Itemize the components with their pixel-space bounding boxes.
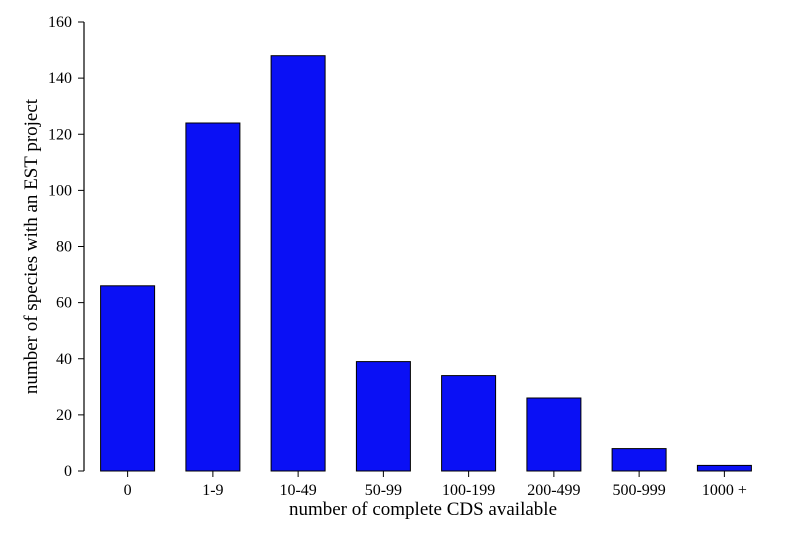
bar-100-199 — [441, 375, 497, 472]
x-tick-label: 100-199 — [442, 482, 495, 499]
y-tick-label: 100 — [48, 182, 72, 199]
y-axis-title: number of species with an EST project — [21, 98, 42, 394]
x-axis: 0 1-9 10-49 50-99 100-199 200-499 500-999 1000 … — [124, 471, 747, 499]
y-tick-label: 160 — [48, 14, 72, 31]
x-tick-label: 50-99 — [365, 482, 402, 499]
bar-50-99 — [355, 361, 411, 472]
bar-200-499 — [526, 397, 582, 472]
x-tick-label: 0 — [124, 482, 132, 499]
y-tick-label: 140 — [48, 70, 72, 87]
bar-500-999 — [611, 448, 667, 472]
x-tick-label: 1-9 — [202, 482, 223, 499]
bar-10-49 — [270, 55, 326, 472]
x-axis-title: number of complete CDS available — [289, 499, 557, 520]
x-tick-label: 500-999 — [612, 482, 665, 499]
x-tick-label: 1000 + — [702, 482, 747, 499]
bar-1000 — [696, 464, 752, 472]
x-tick-label: 10-49 — [279, 482, 316, 499]
bar-group — [100, 55, 752, 472]
y-tick-label: 40 — [56, 351, 72, 368]
x-tick-label: 200-499 — [527, 482, 580, 499]
y-axis: 0 20 40 60 80 100 120 140 160 — [48, 14, 85, 480]
y-tick-label: 0 — [64, 463, 72, 480]
bar-0 — [100, 285, 156, 472]
y-tick-label: 60 — [56, 295, 72, 312]
y-tick-label: 20 — [56, 407, 72, 424]
y-tick-label: 120 — [48, 126, 72, 143]
y-tick-label: 80 — [56, 239, 72, 256]
bar-1-9 — [185, 122, 241, 472]
